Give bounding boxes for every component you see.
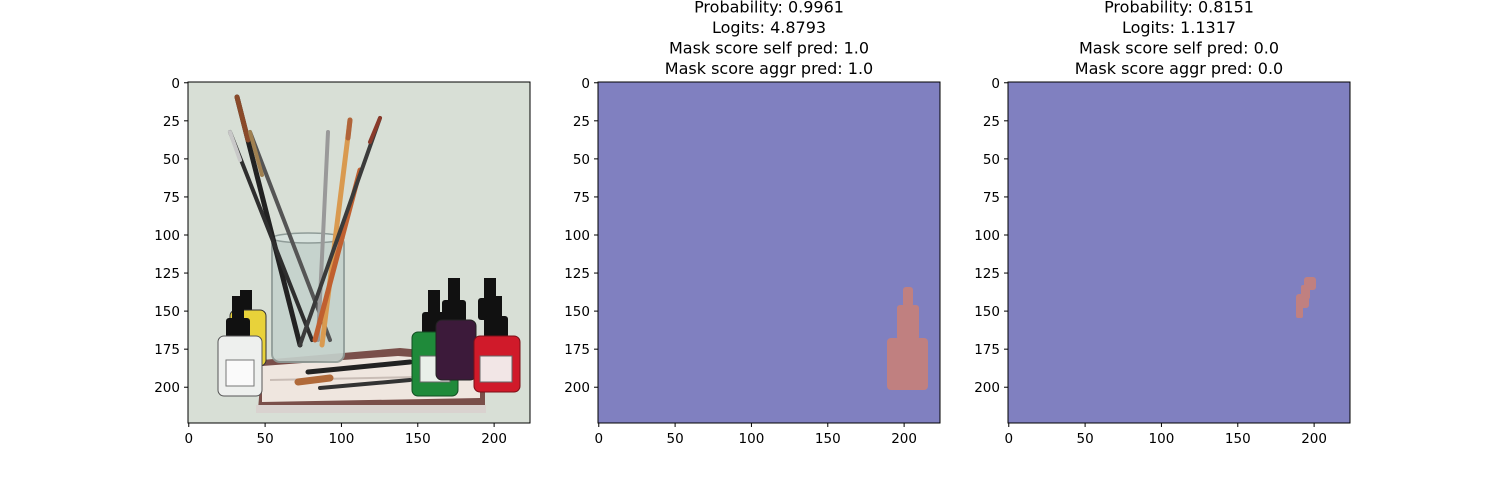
ink-bottles-illustration [217, 278, 521, 397]
x-axis: 0 50 100 150 200 [184, 423, 507, 447]
y-tick-label: 75 [983, 190, 1000, 206]
y-tick-label: 100 [564, 228, 590, 244]
y-axis: 0 25 50 75 100 125 150 175 200 [564, 76, 598, 396]
y-tick-label: 200 [974, 380, 1000, 396]
y-tick-label: 200 [154, 380, 180, 396]
y-tick-label: 25 [573, 114, 590, 130]
title-line: Mask score self pred: 0.0 [1079, 39, 1279, 58]
y-tick-label: 50 [163, 152, 180, 168]
x-tick-label: 200 [481, 431, 507, 447]
brushes-illustration [228, 94, 413, 390]
panel-original-image: 0 25 50 75 100 125 150 175 200 0 50 100 150 200 [154, 76, 531, 447]
title-line: Mask score aggr pred: 1.0 [665, 59, 873, 78]
x-tick-label: 100 [329, 431, 355, 447]
y-tick-label: 150 [154, 304, 180, 320]
y-tick-label: 175 [564, 342, 590, 358]
title-line: Mask score aggr pred: 0.0 [1075, 59, 1283, 78]
mask-background [1008, 82, 1350, 423]
title-line: Probability: 0.8151 [1104, 0, 1254, 17]
y-tick-label: 200 [564, 380, 590, 396]
x-tick-label: 100 [739, 431, 765, 447]
x-tick-label: 150 [815, 431, 841, 447]
y-tick-label: 125 [974, 266, 1000, 282]
y-tick-label: 25 [163, 114, 180, 130]
axes-frame [1007, 81, 1351, 424]
title-line: Logits: 1.1317 [1122, 18, 1236, 37]
y-tick-label: 150 [564, 304, 590, 320]
y-tick-label: 50 [573, 152, 590, 168]
y-tick-label: 75 [573, 190, 590, 206]
x-tick-label: 150 [405, 431, 431, 447]
y-tick-label: 125 [154, 266, 180, 282]
y-tick-label: 125 [564, 266, 590, 282]
y-tick-label: 100 [154, 228, 180, 244]
y-tick-label: 150 [974, 304, 1000, 320]
x-tick-label: 0 [594, 431, 603, 447]
x-tick-label: 200 [1301, 431, 1327, 447]
y-tick-label: 0 [991, 76, 1000, 92]
title-line: Probability: 0.9961 [694, 0, 844, 17]
x-tick-label: 0 [184, 431, 193, 447]
mask-background [598, 82, 940, 423]
mask-region [1296, 277, 1316, 318]
title-line: Mask score self pred: 1.0 [669, 39, 869, 58]
x-tick-label: 50 [1077, 431, 1094, 447]
y-axis: 0 25 50 75 100 125 150 175 200 [154, 76, 188, 396]
y-tick-label: 0 [581, 76, 590, 92]
title-line: Logits: 4.8793 [712, 18, 826, 37]
photo-image [188, 82, 530, 423]
x-tick-label: 0 [1004, 431, 1013, 447]
x-axis: 0 50 100 150 200 [594, 423, 917, 447]
y-tick-label: 0 [171, 76, 180, 92]
axes-frame [187, 81, 531, 424]
x-tick-label: 200 [891, 431, 917, 447]
y-tick-label: 100 [974, 228, 1000, 244]
x-tick-label: 100 [1149, 431, 1175, 447]
y-tick-label: 50 [983, 152, 1000, 168]
x-tick-label: 50 [257, 431, 274, 447]
axes-frame [597, 81, 941, 424]
y-tick-label: 75 [163, 190, 180, 206]
y-tick-label: 175 [974, 342, 1000, 358]
y-axis: 0 25 50 75 100 125 150 175 200 [974, 76, 1008, 396]
x-tick-label: 150 [1225, 431, 1251, 447]
y-tick-label: 175 [154, 342, 180, 358]
mask-region [887, 287, 928, 390]
y-tick-label: 25 [983, 114, 1000, 130]
x-axis: 0 50 100 150 200 [1004, 423, 1327, 447]
x-tick-label: 50 [667, 431, 684, 447]
